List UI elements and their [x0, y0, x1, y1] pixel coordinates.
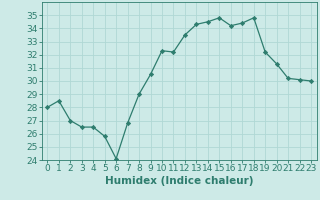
X-axis label: Humidex (Indice chaleur): Humidex (Indice chaleur): [105, 176, 253, 186]
